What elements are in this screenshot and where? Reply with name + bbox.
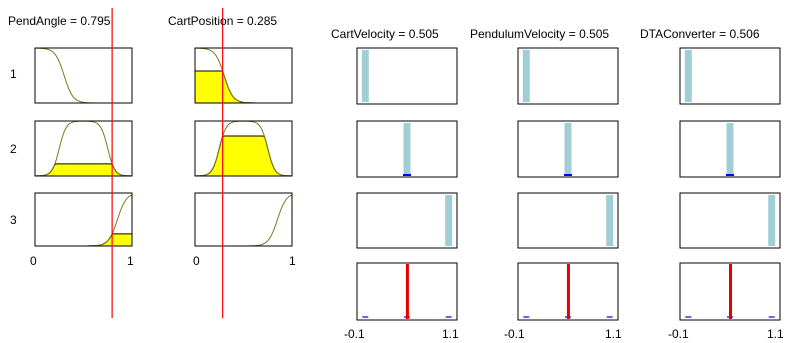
pendulum-velocity-rule-2-frame — [517, 120, 619, 178]
pend-angle-rule-1-mf — [34, 47, 132, 104]
dta-converter-rule-1-frame — [679, 47, 781, 105]
pendulum-velocity-rule-1-frame — [517, 47, 619, 105]
dta-converter-rule-2-frame — [679, 120, 781, 178]
cart-position-rule-3-frame — [194, 192, 293, 247]
cart-velocity-axis-min: -0.1 — [344, 327, 365, 341]
cart-velocity-rule-4-frame — [356, 262, 458, 321]
cart-position-rule-1-frame — [194, 47, 293, 104]
dta-converter-axis-min: -0.1 — [668, 327, 689, 341]
pendulum-velocity-rule-2-singleton — [564, 123, 572, 175]
cart-position-rule-1-fill — [194, 70, 292, 104]
dta-converter-rule-1-singleton — [684, 50, 692, 102]
dta-converter-rule-3-frame — [679, 192, 781, 249]
pendulum-velocity-rule-1-singleton — [522, 50, 530, 102]
pendulum-velocity-title: PendulumVelocity = 0.505 — [470, 27, 610, 41]
pend-angle-rule-3-frame — [34, 192, 133, 247]
pendulum-velocity-rule-4-frame — [517, 262, 619, 321]
cart-velocity-axis-max: 1.1 — [442, 327, 459, 341]
pendulum-velocity-rule-3-singleton — [606, 195, 614, 246]
cart-velocity-rule-1-singleton — [361, 50, 369, 102]
rule-number-1: 1 — [10, 67, 17, 81]
cart-position-rule-2-fill — [194, 135, 293, 177]
cart-velocity-rule-3-frame — [356, 192, 458, 249]
rule-number-2: 2 — [10, 142, 17, 156]
pend-angle-rule-1-frame — [34, 47, 133, 104]
cart-position-title: CartPosition = 0.285 — [168, 14, 278, 28]
pend-angle-axis-min: 0 — [30, 254, 37, 268]
cart-position-axis-max: 1 — [289, 254, 296, 268]
cart-velocity-rule-2-singleton — [403, 123, 411, 175]
dta-converter-rule-3-singleton — [768, 195, 776, 246]
pend-angle-rule-3-fill — [35, 233, 133, 247]
dta-converter-title: DTAConverter = 0.506 — [640, 27, 760, 41]
pend-angle-axis-max: 1 — [127, 254, 134, 268]
rule-number-3: 3 — [10, 213, 17, 227]
cart-position-rule-3-mf — [195, 194, 293, 247]
dta-converter-rule-4-frame — [679, 262, 781, 321]
dta-converter-rule-2-singleton — [726, 123, 734, 175]
cart-velocity-title: CartVelocity = 0.505 — [331, 27, 439, 41]
dta-converter-axis-max: 1.1 — [767, 327, 784, 341]
cart-velocity-rule-2-frame — [356, 120, 458, 178]
cart-velocity-rule-3-singleton — [445, 195, 453, 246]
pend-angle-title: PendAngle = 0.795 — [8, 14, 111, 28]
pend-angle-rule-2-fill — [34, 163, 133, 177]
pendulum-velocity-rule-3-frame — [517, 192, 619, 249]
cart-position-axis-min: 0 — [193, 254, 200, 268]
cart-velocity-rule-1-frame — [356, 47, 458, 105]
pendulum-velocity-axis-max: 1.1 — [605, 327, 622, 341]
pendulum-velocity-axis-min: -0.1 — [504, 327, 525, 341]
cart-position-rule-2-frame — [194, 120, 293, 177]
pend-angle-rule-2-frame — [34, 120, 133, 177]
